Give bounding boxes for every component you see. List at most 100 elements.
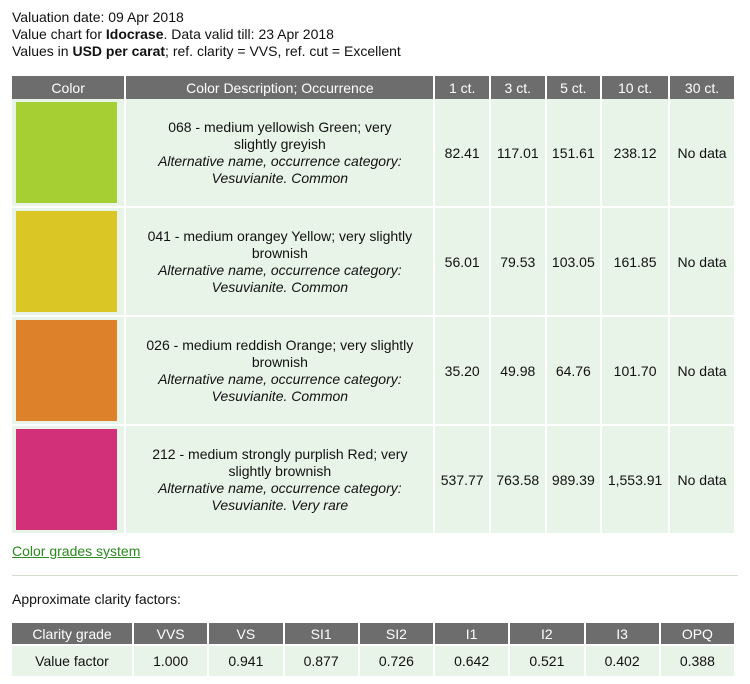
- occurrence-text: Alternative name, occurrence category: V…: [158, 152, 402, 186]
- gap-cell: [490, 206, 545, 208]
- price-cell: No data: [670, 99, 734, 206]
- occurrence-text: Alternative name, occurrence category: V…: [158, 479, 402, 513]
- valuation-date: 09 Apr 2018: [108, 9, 184, 25]
- price-row: 068 - medium yellowish Green; very sligh…: [12, 99, 734, 206]
- gap-cell: [546, 315, 601, 317]
- clarity-grade: SI1: [284, 623, 358, 644]
- row-gap: [12, 424, 734, 426]
- gap-cell: [546, 206, 601, 208]
- price-row: 026 - medium reddish Orange; very slight…: [12, 317, 734, 424]
- price-cell: 103.05: [546, 208, 601, 315]
- valid-date: 23 Apr 2018: [258, 26, 334, 42]
- column-header-color: Color: [12, 76, 125, 99]
- description-text: 068 - medium yellowish Green; very sligh…: [168, 118, 392, 152]
- color-description: 068 - medium yellowish Green; very sligh…: [126, 99, 434, 206]
- clarity-factor: 0.642: [435, 646, 509, 676]
- color-grades-link[interactable]: Color grades system: [12, 543, 141, 559]
- column-header-30ct: 30 ct.: [670, 76, 734, 99]
- price-cell: 56.01: [435, 208, 489, 315]
- column-header-1ct: 1 ct.: [435, 76, 489, 99]
- occurrence-text: Alternative name, occurrence category: V…: [158, 370, 402, 404]
- column-header-10ct: 10 ct.: [602, 76, 669, 99]
- gap-cell: [12, 206, 125, 208]
- column-header-3ct: 3 ct.: [490, 76, 545, 99]
- row-gap: [12, 315, 734, 317]
- price-cell: 35.20: [435, 317, 489, 424]
- gap-cell: [435, 424, 489, 426]
- valuation-date-line: Valuation date: 09 Apr 2018: [12, 9, 401, 26]
- valid-label: . Data valid till:: [163, 26, 259, 42]
- gap-cell: [490, 315, 545, 317]
- price-cell: 64.76: [546, 317, 601, 424]
- price-cell: 763.58: [490, 426, 545, 533]
- color-description: 212 - medium strongly purplish Red; very…: [126, 426, 434, 533]
- clarity-grade: I3: [585, 623, 659, 644]
- valuation-header: Valuation date: 09 Apr 2018 Value chart …: [12, 9, 401, 60]
- color-swatch: [16, 429, 117, 530]
- description-text: 041 - medium orangey Yellow; very slight…: [147, 227, 413, 261]
- gap-cell: [602, 206, 669, 208]
- clarity-table: Clarity grade VVS VS SI1 SI2 I1 I2 I3 OPQ Value…: [10, 621, 736, 678]
- price-cell: No data: [670, 317, 734, 424]
- price-table-header: Color Color Description; Occurrence 1 ct…: [12, 76, 734, 99]
- color-description: 026 - medium reddish Orange; very slight…: [126, 317, 434, 424]
- column-header-description: Color Description; Occurrence: [126, 76, 434, 99]
- occurrence-text: Alternative name, occurrence category: V…: [158, 261, 402, 295]
- price-cell: No data: [670, 208, 734, 315]
- color-swatch: [16, 320, 117, 421]
- clarity-factor: 0.941: [209, 646, 283, 676]
- gap-cell: [12, 424, 125, 426]
- gap-cell: [435, 206, 489, 208]
- valuation-date-label: Valuation date:: [12, 9, 109, 25]
- units-line: Values in USD per carat; ref. clarity = …: [12, 43, 401, 60]
- gap-cell: [546, 424, 601, 426]
- price-cell: 537.77: [435, 426, 489, 533]
- values-suffix: ; ref. clarity = VVS, ref. cut = Excelle…: [165, 43, 401, 59]
- clarity-grade: I2: [510, 623, 584, 644]
- price-table-body: 068 - medium yellowish Green; very sligh…: [12, 99, 734, 533]
- price-cell: 117.01: [490, 99, 545, 206]
- clarity-factor: 0.726: [359, 646, 433, 676]
- price-row: 041 - medium orangey Yellow; very slight…: [12, 208, 734, 315]
- gap-cell: [126, 315, 434, 317]
- price-cell: 151.61: [546, 99, 601, 206]
- chart-prefix: Value chart for: [12, 26, 106, 42]
- price-cell: 1,553.91: [602, 426, 669, 533]
- gap-cell: [670, 206, 734, 208]
- clarity-grade: I1: [435, 623, 509, 644]
- swatch-cell: [12, 99, 125, 206]
- price-cell: 161.85: [602, 208, 669, 315]
- column-header-5ct: 5 ct.: [546, 76, 601, 99]
- clarity-grade: VS: [209, 623, 283, 644]
- price-cell: 238.12: [602, 99, 669, 206]
- swatch-cell: [12, 426, 125, 533]
- row-gap: [12, 206, 734, 208]
- gap-cell: [670, 424, 734, 426]
- swatch-cell: [12, 208, 125, 315]
- clarity-factor: 0.521: [510, 646, 584, 676]
- gem-name: Idocrase: [105, 26, 164, 42]
- currency-unit: USD per carat: [72, 43, 166, 59]
- clarity-grade: OPQ: [660, 623, 734, 644]
- gap-cell: [12, 315, 125, 317]
- values-prefix: Values in: [12, 43, 73, 59]
- clarity-grade: VVS: [134, 623, 208, 644]
- price-cell: 79.53: [490, 208, 545, 315]
- gap-cell: [126, 424, 434, 426]
- gap-cell: [670, 315, 734, 317]
- description-text: 026 - medium reddish Orange; very slight…: [146, 336, 414, 370]
- clarity-factor: 1.000: [134, 646, 208, 676]
- clarity-title: Approximate clarity factors:: [12, 591, 181, 607]
- clarity-factor: 0.877: [284, 646, 358, 676]
- clarity-grade-header: Clarity grade: [12, 623, 132, 644]
- price-cell: 101.70: [602, 317, 669, 424]
- clarity-factor: 0.402: [585, 646, 659, 676]
- color-swatch: [16, 211, 117, 312]
- color-swatch: [16, 102, 117, 203]
- gap-cell: [602, 424, 669, 426]
- price-cell: 989.39: [546, 426, 601, 533]
- color-description: 041 - medium orangey Yellow; very slight…: [126, 208, 434, 315]
- value-factor-label: Value factor: [12, 646, 132, 676]
- price-cell: No data: [670, 426, 734, 533]
- description-text: 212 - medium strongly purplish Red; very…: [152, 445, 408, 479]
